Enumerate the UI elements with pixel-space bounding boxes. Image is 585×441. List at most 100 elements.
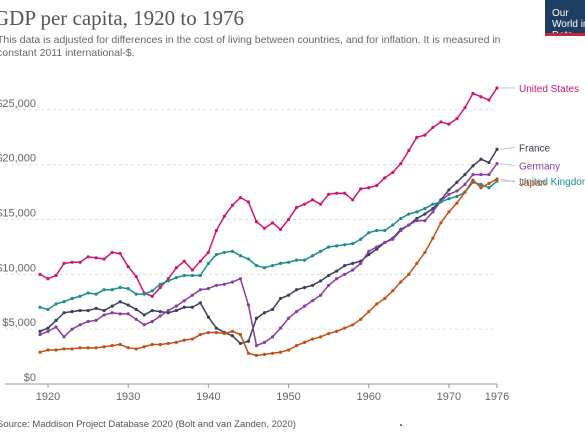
data-point (359, 237, 363, 241)
data-point (479, 182, 483, 187)
data-point (319, 202, 323, 206)
data-point (126, 312, 130, 316)
data-point (375, 302, 379, 306)
data-point (471, 172, 475, 177)
data-point (495, 162, 499, 166)
data-point (351, 323, 355, 327)
data-point (278, 227, 283, 232)
data-point (375, 183, 379, 188)
data-point (367, 249, 371, 253)
data-point (254, 344, 259, 348)
data-point (487, 160, 491, 165)
data-point (142, 292, 146, 296)
data-point (142, 323, 146, 327)
data-point (102, 345, 106, 349)
series-label: France (519, 143, 551, 154)
data-point (278, 326, 283, 330)
data-point (174, 266, 178, 270)
data-point (423, 212, 427, 216)
data-point (431, 236, 435, 240)
data-point (479, 172, 483, 177)
data-point (463, 182, 467, 187)
data-point (431, 125, 435, 130)
data-point (46, 326, 50, 330)
data-point (94, 306, 98, 310)
data-point (327, 273, 331, 278)
data-point (439, 200, 443, 204)
data-point (310, 283, 315, 287)
data-point (495, 179, 499, 183)
series-label-connector (499, 163, 516, 167)
data-point (294, 310, 299, 314)
data-point (471, 164, 475, 168)
data-point (222, 282, 227, 286)
owid-logo[interactable]: Our World in Data (545, 0, 585, 41)
data-point (343, 326, 347, 330)
data-point (110, 250, 114, 255)
series-label-connector (499, 178, 516, 183)
data-point (383, 228, 387, 233)
data-point (198, 301, 202, 305)
data-point (222, 250, 227, 255)
data-point (222, 214, 227, 218)
data-point (455, 201, 459, 205)
data-point (214, 330, 218, 335)
data-point (359, 317, 363, 321)
data-point (455, 117, 459, 121)
x-tick-label: 1970 (437, 391, 461, 403)
data-point (94, 292, 98, 296)
data-point (463, 190, 467, 194)
data-point (126, 346, 130, 350)
data-point (351, 268, 355, 272)
series-line (39, 148, 498, 345)
data-point (110, 311, 114, 315)
data-point (447, 192, 451, 196)
data-point (270, 307, 275, 312)
data-point (262, 311, 267, 315)
data-point (375, 247, 379, 251)
data-point (134, 274, 138, 279)
y-tick-label: $20,000 (0, 153, 36, 165)
data-point (198, 273, 202, 278)
x-tick-label: 1940 (196, 391, 220, 403)
data-point (278, 350, 283, 354)
data-point (238, 196, 243, 200)
data-point (174, 276, 178, 280)
data-point (94, 318, 98, 323)
data-point (327, 283, 331, 287)
data-point (302, 285, 307, 290)
data-point (254, 353, 259, 358)
data-point (262, 340, 267, 344)
data-point (439, 221, 443, 225)
data-point (198, 333, 202, 337)
data-point (214, 228, 218, 233)
data-point (319, 249, 323, 253)
data-point (310, 299, 315, 303)
x-tick-label: 1976 (485, 391, 509, 403)
data-point (86, 319, 90, 324)
data-point (126, 265, 130, 269)
data-point (198, 288, 202, 292)
data-point (214, 253, 218, 257)
data-point (78, 260, 82, 264)
data-point (343, 243, 347, 247)
data-point (174, 308, 178, 313)
data-point (286, 293, 291, 297)
data-point (383, 176, 387, 180)
data-point (455, 189, 459, 193)
data-point (399, 280, 403, 284)
data-point (166, 277, 170, 281)
data-point (110, 288, 114, 292)
data-point (206, 250, 210, 255)
data-point (198, 259, 202, 263)
data-point (415, 210, 419, 214)
data-point (463, 172, 467, 177)
data-point (383, 240, 387, 245)
data-point (70, 327, 74, 331)
data-point (62, 311, 66, 315)
data-point (310, 337, 315, 341)
data-point (319, 293, 323, 297)
data-point (102, 308, 106, 313)
data-point (158, 285, 162, 290)
data-point (407, 272, 411, 276)
